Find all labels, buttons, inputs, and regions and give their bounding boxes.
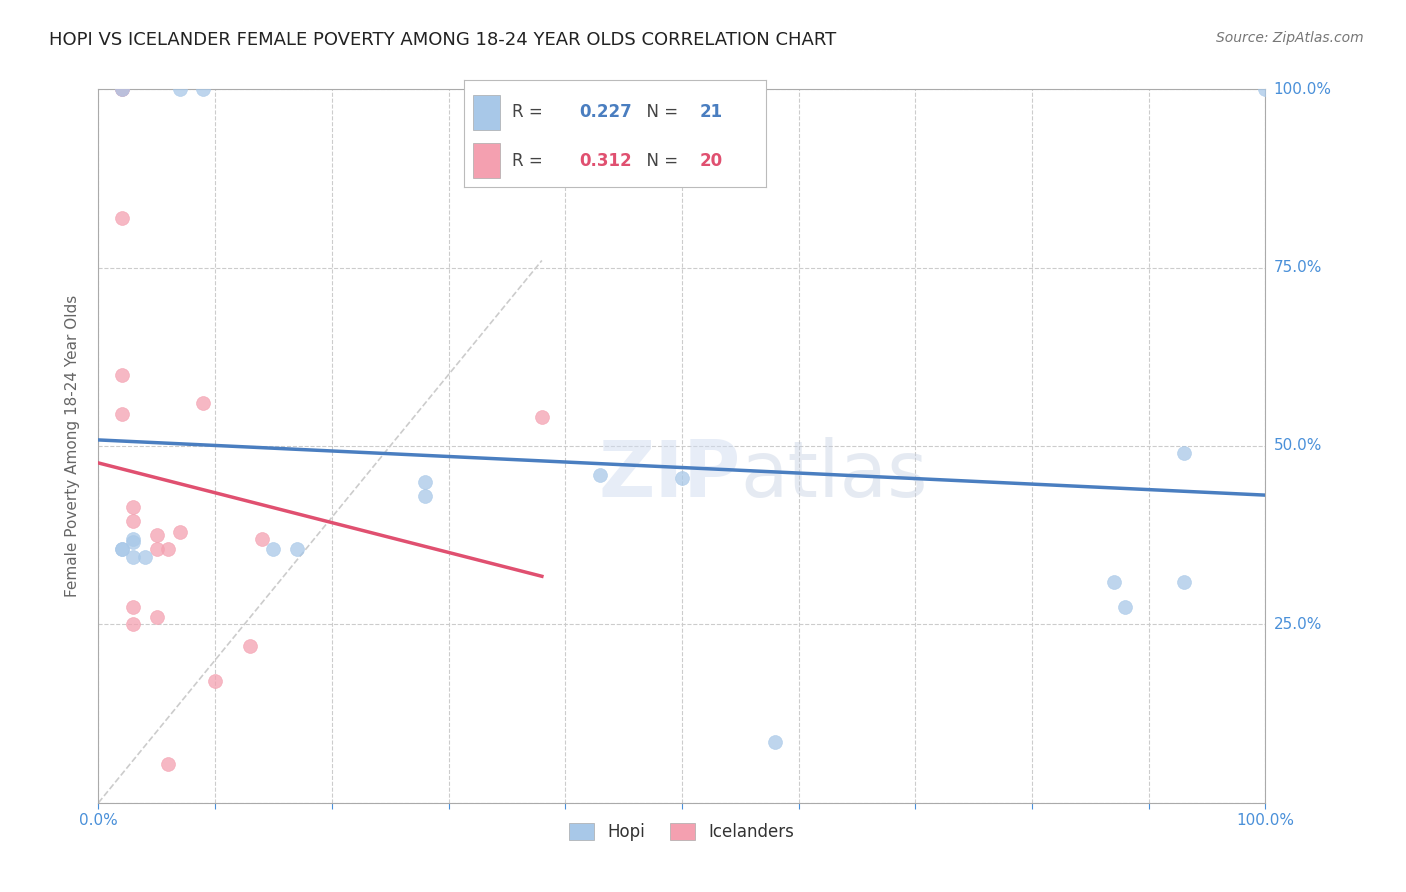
Text: 21: 21 xyxy=(700,103,723,121)
Text: ZIP: ZIP xyxy=(598,436,741,513)
Point xyxy=(204,674,226,689)
Text: R =: R = xyxy=(512,103,548,121)
Point xyxy=(1254,82,1277,96)
Text: 20: 20 xyxy=(700,152,723,169)
Point xyxy=(111,82,134,96)
Point xyxy=(157,542,180,557)
Text: 25.0%: 25.0% xyxy=(1274,617,1322,632)
Point xyxy=(111,211,134,225)
Point xyxy=(122,532,145,546)
FancyBboxPatch shape xyxy=(472,95,501,129)
Point xyxy=(589,467,612,482)
Point xyxy=(111,407,134,421)
Point xyxy=(111,82,134,96)
Point xyxy=(122,514,145,528)
Point xyxy=(111,368,134,382)
Point xyxy=(1173,446,1195,460)
Point xyxy=(122,500,145,514)
Point xyxy=(122,599,145,614)
Point xyxy=(134,549,156,564)
Point xyxy=(413,489,436,503)
Point xyxy=(122,549,145,564)
Text: HOPI VS ICELANDER FEMALE POVERTY AMONG 18-24 YEAR OLDS CORRELATION CHART: HOPI VS ICELANDER FEMALE POVERTY AMONG 1… xyxy=(49,31,837,49)
Point xyxy=(169,524,191,539)
Text: N =: N = xyxy=(637,152,683,169)
Point xyxy=(1102,574,1125,589)
Point xyxy=(111,542,134,557)
Text: R =: R = xyxy=(512,152,548,169)
Point xyxy=(193,396,215,410)
Text: atlas: atlas xyxy=(741,436,928,513)
Point xyxy=(1173,574,1195,589)
Point xyxy=(413,475,436,489)
Point xyxy=(285,542,308,557)
Point xyxy=(122,535,145,549)
Point xyxy=(1114,599,1136,614)
Point xyxy=(530,410,553,425)
Point xyxy=(122,617,145,632)
Point xyxy=(146,542,169,557)
Point xyxy=(671,471,693,485)
Legend: Hopi, Icelanders: Hopi, Icelanders xyxy=(562,816,801,848)
Text: 50.0%: 50.0% xyxy=(1274,439,1322,453)
Point xyxy=(157,756,180,771)
Point xyxy=(250,532,273,546)
Point xyxy=(763,735,786,749)
Text: Source: ZipAtlas.com: Source: ZipAtlas.com xyxy=(1216,31,1364,45)
Point xyxy=(111,82,134,96)
Point xyxy=(169,82,191,96)
Text: 0.227: 0.227 xyxy=(579,103,631,121)
Point xyxy=(111,542,134,557)
Text: 100.0%: 100.0% xyxy=(1274,82,1331,96)
Point xyxy=(262,542,284,557)
Point xyxy=(146,610,169,624)
FancyBboxPatch shape xyxy=(472,144,501,178)
Text: 0.312: 0.312 xyxy=(579,152,631,169)
Text: 75.0%: 75.0% xyxy=(1274,260,1322,275)
Point xyxy=(193,82,215,96)
Text: N =: N = xyxy=(637,103,683,121)
Y-axis label: Female Poverty Among 18-24 Year Olds: Female Poverty Among 18-24 Year Olds xyxy=(65,295,80,597)
Point xyxy=(239,639,262,653)
Point xyxy=(146,528,169,542)
